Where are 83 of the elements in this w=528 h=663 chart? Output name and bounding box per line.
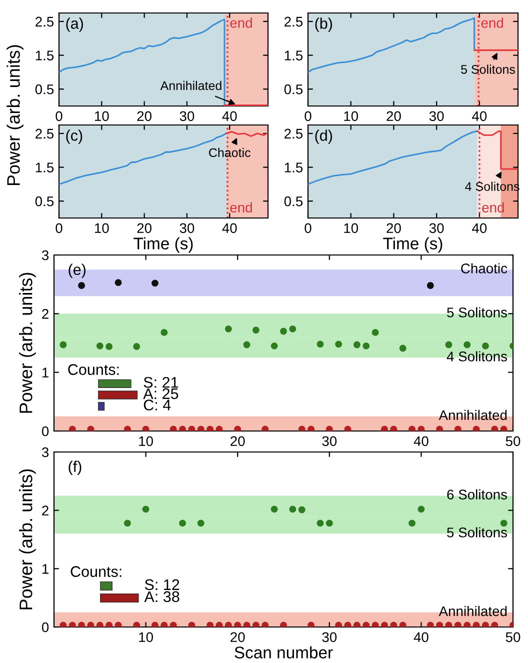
x-tick-label: 20 xyxy=(386,111,401,122)
x-tick-label: 10 xyxy=(139,632,153,642)
band-label: 5 Solitons xyxy=(447,307,507,318)
data-label: C: 4 xyxy=(144,400,171,410)
x-tick-label: 30 xyxy=(429,111,444,122)
y-tick-label: 3 xyxy=(42,447,49,458)
y-tick-label: 1.5 xyxy=(284,162,303,172)
x-tick-label: 40 xyxy=(222,223,237,234)
x-tick-label: 20 xyxy=(137,111,152,122)
y-tick-label: 1.5 xyxy=(36,50,54,60)
y-tick-label: 2 xyxy=(42,309,48,319)
data-label: S: 21 xyxy=(144,376,178,388)
y-axis-title: Power (arb. units) xyxy=(19,272,36,413)
y-tick-label: 1 xyxy=(42,564,48,574)
x-tick-label: 40 xyxy=(414,632,428,642)
y-tick-label: 2 xyxy=(42,506,48,516)
y-tick-label: 1 xyxy=(42,368,48,378)
x-tick-label: 50 xyxy=(506,632,520,642)
annotation: Annihilated xyxy=(160,80,222,90)
data-label: S: 12 xyxy=(144,579,180,590)
y-axis-title: Power (arb. units) xyxy=(19,469,36,610)
annotation: Chaotic xyxy=(209,148,250,158)
text: (f) xyxy=(68,460,82,475)
y-tick-label: 2.5 xyxy=(36,128,54,139)
x-tick-label: 40 xyxy=(414,436,428,446)
x-tick-label: 20 xyxy=(137,223,152,234)
chart-title: Counts: xyxy=(70,566,122,577)
x-tick-label: 30 xyxy=(322,632,337,642)
y-tick-label: 1.5 xyxy=(284,50,303,60)
x-tick-label: 10 xyxy=(94,111,109,122)
x-axis-title: Time (s) xyxy=(134,237,193,253)
y-tick-label: 0.5 xyxy=(35,84,54,94)
annotation: 5 Solitons xyxy=(461,64,515,74)
x-tick-label: 10 xyxy=(94,223,109,234)
chart-title: (d) xyxy=(315,130,332,144)
x-tick-label: 40 xyxy=(222,111,237,122)
x-tick-label: 20 xyxy=(386,223,401,234)
band-label: 5 Solitons xyxy=(447,527,507,538)
y-tick-label: 2.5 xyxy=(284,128,303,139)
y-tick-label: 0.5 xyxy=(35,196,54,206)
band-label: Chaotic xyxy=(461,263,508,274)
x-axis-title: Time (s) xyxy=(383,237,442,253)
y-tick-label: 1.5 xyxy=(36,162,54,172)
y-tick-label: 2.5 xyxy=(36,16,54,27)
chart-title: (a) xyxy=(66,18,83,32)
x-tick-label: 50 xyxy=(506,436,520,446)
band-label: 4 Solitons xyxy=(446,351,507,362)
ref-line-label: end xyxy=(481,18,503,28)
chart-title: (c) xyxy=(66,130,82,144)
x-tick-label: 30 xyxy=(429,223,444,234)
y-tick-label: 3 xyxy=(42,250,49,260)
data-label: A: 25 xyxy=(143,388,178,400)
x-tick-label: 0 xyxy=(304,111,312,122)
ref-line-label: end xyxy=(482,202,504,212)
y-axis-title: Power (arb. units) xyxy=(6,45,24,186)
x-tick-label: 10 xyxy=(344,111,358,122)
band-label: Annihilated xyxy=(438,410,507,420)
x-tick-label: 20 xyxy=(230,632,245,642)
x-tick-label: 30 xyxy=(180,223,194,234)
x-tick-label: 20 xyxy=(230,436,245,446)
data-label: A: 38 xyxy=(144,591,180,602)
ref-line-label: end xyxy=(230,202,252,212)
chart-title: Counts: xyxy=(68,364,119,375)
y-tick-label: 0 xyxy=(42,622,49,632)
x-tick-label: 40 xyxy=(472,111,487,122)
x-tick-label: 30 xyxy=(180,111,194,122)
text: (e) xyxy=(68,264,86,278)
x-tick-label: 10 xyxy=(344,223,358,234)
x-tick-label: 0 xyxy=(304,223,312,234)
y-tick-label: 0.5 xyxy=(284,84,303,94)
y-tick-label: 2.5 xyxy=(284,16,303,27)
x-tick-label: 10 xyxy=(139,436,153,446)
x-tick-label: 0 xyxy=(56,111,62,122)
y-tick-label: 0.5 xyxy=(284,196,303,206)
ref-line-label: end xyxy=(230,18,252,28)
chart-title: (b) xyxy=(315,18,332,32)
x-tick-label: 40 xyxy=(472,223,487,234)
band-label: 6 Solitons xyxy=(447,489,507,500)
x-axis-title: Scan number xyxy=(234,646,333,658)
x-tick-label: 0 xyxy=(56,223,62,234)
y-tick-label: 0 xyxy=(42,426,49,436)
x-tick-label: 30 xyxy=(322,436,337,446)
band-label: Annihilated xyxy=(438,606,507,616)
